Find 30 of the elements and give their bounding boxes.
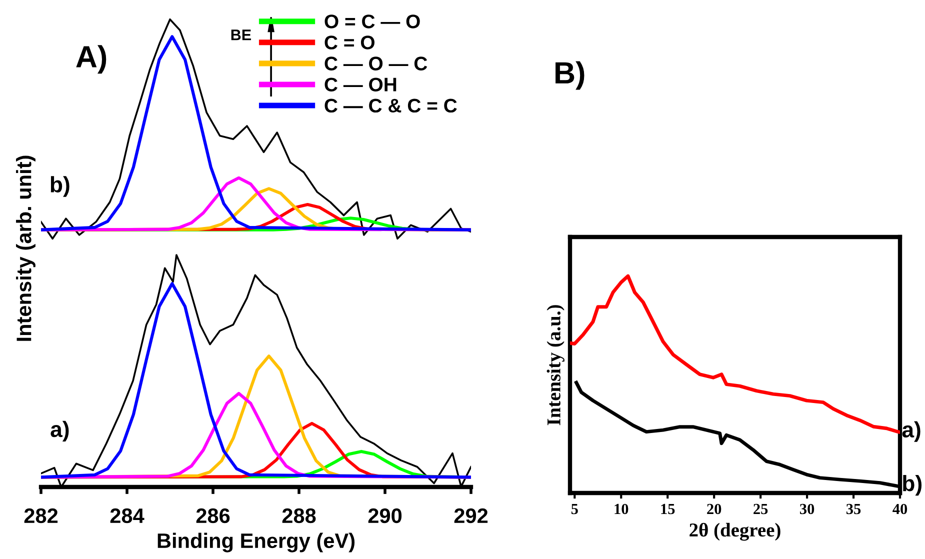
- x-tick-label: 15: [661, 504, 675, 514]
- x-tick-label: 10: [614, 504, 628, 514]
- y-axis-title: Intensity (a.u.): [546, 305, 564, 426]
- x-axis-title: 2θ (degree): [690, 522, 780, 541]
- x-tick-label: 5: [571, 504, 578, 514]
- x-tick-label: 35: [846, 504, 861, 514]
- chart-title: B): [556, 61, 584, 90]
- x-tick-label: 288: [282, 508, 316, 524]
- x-tick-label: 20: [707, 504, 722, 514]
- x-tick-label: 30: [800, 504, 814, 514]
- annotation: b): [50, 176, 70, 197]
- annotation: BE: [231, 30, 251, 40]
- legend-label: C — O — C: [324, 56, 428, 70]
- legend-label: C — OH: [324, 78, 396, 92]
- legend-label: O = C — O: [324, 14, 420, 28]
- annotation: a): [50, 420, 69, 442]
- x-tick-label: 284: [110, 508, 144, 524]
- x-tick-label: 40: [892, 504, 908, 514]
- x-tick-label: 290: [368, 508, 402, 524]
- legend-label: C — C & C = C: [324, 98, 457, 113]
- legend-label: C = O: [324, 36, 374, 50]
- text: b): [903, 474, 922, 496]
- x-tick-label: 286: [196, 508, 230, 524]
- text: A): [76, 45, 106, 74]
- x-tick-label: 292: [454, 508, 488, 524]
- x-tick-label: 25: [754, 504, 768, 514]
- x-tick-label: 282: [24, 508, 58, 524]
- x-axis-title: Binding Energy (eV): [158, 532, 355, 552]
- y-axis-title: Intensity (arb. unit): [16, 156, 36, 341]
- text: a): [902, 421, 920, 442]
